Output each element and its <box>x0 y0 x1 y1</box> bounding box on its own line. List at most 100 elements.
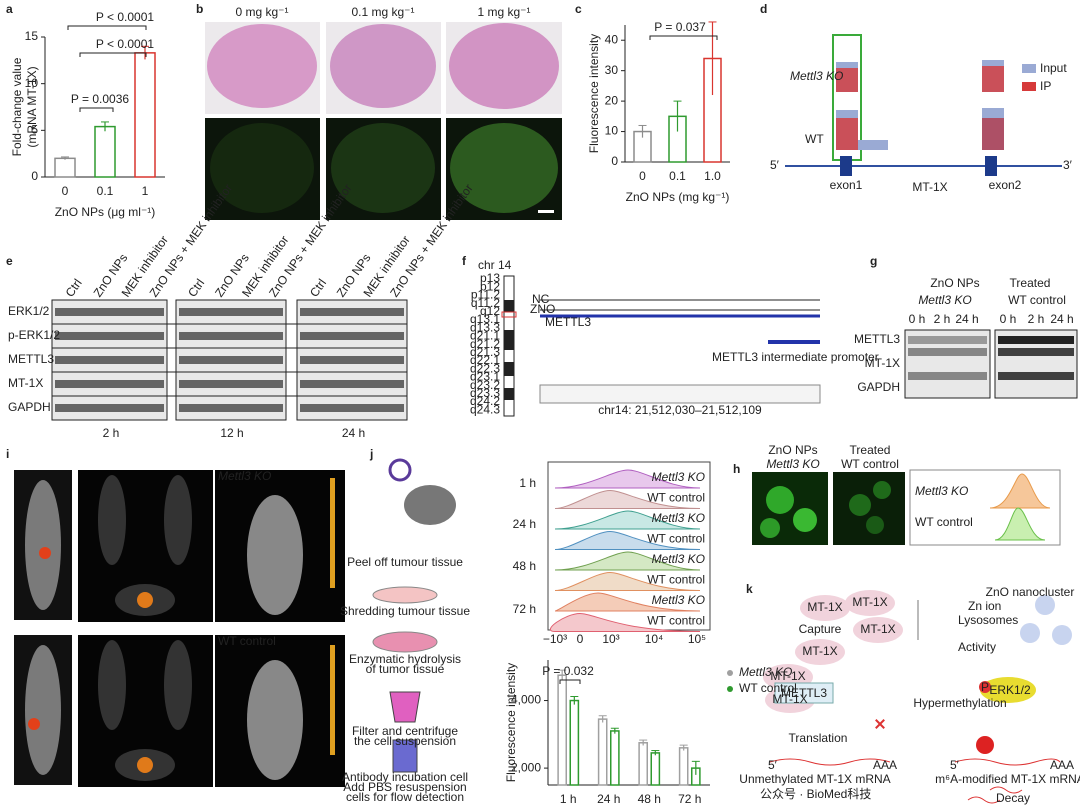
flow-tick-label: 10³ <box>602 632 619 646</box>
diagram-label: ERK1/2 <box>989 683 1031 697</box>
diagram-label: Translation <box>789 731 848 745</box>
protein-label: MT-1X <box>852 595 887 609</box>
band <box>179 332 283 340</box>
step-label: Add PBS resuspension <box>343 780 466 794</box>
band-label: q13.3 <box>470 320 500 334</box>
row-label: MT-1X <box>865 356 900 370</box>
step-label: Antibody incubation cell <box>342 770 468 784</box>
row-label: p-ERK1/2 <box>8 328 60 342</box>
band <box>179 356 283 364</box>
flow-row-label: WT control <box>647 614 705 628</box>
band-label: q24.3 <box>470 402 500 416</box>
panel-label: g <box>870 254 877 268</box>
panel-label: a <box>6 2 13 16</box>
band-label: q11.2 <box>471 296 500 310</box>
flow-curve <box>554 551 701 571</box>
flow-row-label: WT control <box>647 573 705 587</box>
flow-histograms <box>547 461 711 632</box>
column-title: 1 mg kg⁻¹ <box>477 5 530 19</box>
flow-curve <box>554 489 701 509</box>
band <box>998 348 1074 356</box>
diagram-label: Hypermethylation <box>913 696 1006 710</box>
band <box>55 332 164 340</box>
time-label: 2 h <box>934 312 951 326</box>
panel-label: e <box>6 254 13 268</box>
row-label: Mettl3 KO <box>790 69 843 83</box>
flow-row-label: Mettl3 KO <box>652 511 705 525</box>
step-label: the cell suspension <box>354 734 456 748</box>
protein-label: MT-1X <box>770 669 805 683</box>
y-tick-label: 10 <box>605 124 619 138</box>
bar <box>134 52 156 178</box>
y-tick-label: 0 <box>611 154 618 168</box>
lane-label: Ctrl <box>185 276 207 299</box>
end-label: 5′ <box>770 158 780 172</box>
time-label: 72 h <box>513 602 536 616</box>
row-label: WT <box>805 132 824 146</box>
in-vivo-images <box>14 470 345 787</box>
subgroup-label: Mettl3 KO <box>766 457 819 471</box>
panel-label: i <box>6 447 9 461</box>
bar <box>94 125 116 178</box>
diagram-label: Zn ion <box>968 599 1001 613</box>
y-axis-label: (mRNA MT-1X) <box>25 66 39 147</box>
y-axis-label: Fluorescence intensity <box>587 34 601 153</box>
flow-row-label: WT control <box>647 532 705 546</box>
flow-tick-label: 0 <box>577 632 584 646</box>
y-tick-label: 30 <box>605 63 619 77</box>
promoter-label: METTL3 intermediate promoter <box>712 350 879 364</box>
p-value: P < 0.0001 <box>96 10 154 24</box>
flow-curve <box>554 592 701 612</box>
band-label: p12 <box>480 279 500 293</box>
band <box>908 348 987 356</box>
step-label: of tumor tissue <box>366 662 445 676</box>
p-value: P = 0.0036 <box>71 92 129 106</box>
flow-curve <box>549 612 701 632</box>
protein-label: MT-1X <box>802 644 837 658</box>
diagram-label: Activity <box>958 640 996 654</box>
histogram-label: WT control <box>915 515 973 529</box>
flow-row-label: WT control <box>647 491 705 505</box>
flow-tick-label: 10⁵ <box>688 632 706 646</box>
y-tick-label: 10 <box>25 76 39 90</box>
track-label: ZNO <box>530 302 555 316</box>
coordinate-label: chr14: 21,512,030–21,512,109 <box>598 403 762 417</box>
flow-row-label: Mettl3 KO <box>652 552 705 566</box>
x-tick-label: 0.1 <box>97 184 114 198</box>
p-value: P = 0.037 <box>654 20 706 34</box>
protein-label: MT-1X <box>807 600 842 614</box>
x-tick-label: 1 <box>142 184 149 198</box>
panel-label: d <box>760 2 767 16</box>
x-tick-label: 48 h <box>638 792 661 806</box>
subgroup-label: WT control <box>841 457 899 471</box>
flow-row-label: Mettl3 KO <box>652 593 705 607</box>
time-label: 2 h <box>1028 312 1045 326</box>
legend-label: IP <box>1040 79 1051 93</box>
time-label: 2 h <box>103 426 120 440</box>
band-label: q12 <box>480 304 500 318</box>
x-tick-label: 1 h <box>560 792 577 806</box>
diagram-label: Capture <box>799 622 842 636</box>
band-label: p11.2 <box>471 288 500 302</box>
flow-curve <box>554 530 701 550</box>
x-tick-label: 0 <box>62 184 69 198</box>
band-label: q22.3 <box>470 361 500 375</box>
band-label: p13 <box>480 271 500 285</box>
step-label: Filter and centrifuge <box>352 724 458 738</box>
band <box>55 356 164 364</box>
time-label: 0 h <box>909 312 926 326</box>
step-label: Peel off tumour tissue <box>347 555 463 569</box>
row-label: GAPDH <box>8 400 51 414</box>
x-tick-label: 0.1 <box>669 169 686 183</box>
p-value: P = 0.032 <box>542 664 594 678</box>
time-label: 24 h <box>1050 312 1073 326</box>
histogram-label: Mettl3 KO <box>915 484 968 498</box>
diagram-label: m⁶A-modified MT-1X mRNA <box>935 772 1080 786</box>
band-label: q21.1 <box>470 329 500 343</box>
protein-label: MT-1X <box>772 692 807 706</box>
y-axis-label: Fold-change value <box>10 57 24 156</box>
row-label: ERK1/2 <box>8 304 50 318</box>
diagram-label: 5′ <box>768 758 778 772</box>
condition-label: WT control <box>218 634 276 648</box>
